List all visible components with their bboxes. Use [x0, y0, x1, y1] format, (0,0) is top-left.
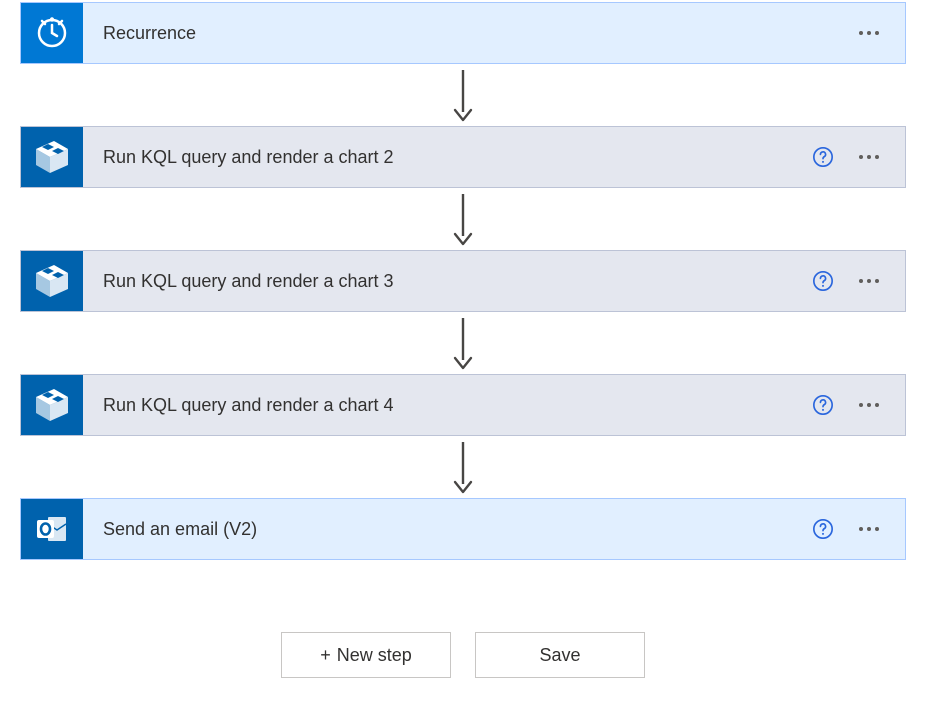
step-label: Run KQL query and render a chart 2 — [83, 147, 811, 168]
ellipsis-icon[interactable] — [855, 151, 883, 163]
help-icon[interactable] — [811, 517, 835, 541]
flow-arrow-icon — [451, 64, 475, 126]
outlook-icon — [21, 499, 83, 559]
step-actions — [811, 517, 905, 541]
step-label: Recurrence — [83, 23, 855, 44]
monitor-icon — [21, 127, 83, 187]
monitor-icon — [21, 375, 83, 435]
step-actions — [811, 393, 905, 417]
ellipsis-icon[interactable] — [855, 275, 883, 287]
step-actions — [811, 269, 905, 293]
step-actions — [855, 27, 905, 39]
footer-buttons: + New step Save — [2, 632, 924, 678]
save-button[interactable]: Save — [475, 632, 645, 678]
step-recurrence[interactable]: Recurrence — [20, 2, 906, 64]
ellipsis-icon[interactable] — [855, 399, 883, 411]
monitor-icon — [21, 251, 83, 311]
help-icon[interactable] — [811, 393, 835, 417]
step-actions — [811, 145, 905, 169]
step-label: Run KQL query and render a chart 4 — [83, 395, 811, 416]
workflow-designer: Recurrence Run KQL query and render a ch… — [2, 2, 924, 560]
clock-icon — [21, 3, 83, 63]
save-label: Save — [539, 645, 580, 666]
help-icon[interactable] — [811, 145, 835, 169]
new-step-button[interactable]: + New step — [281, 632, 451, 678]
help-icon[interactable] — [811, 269, 835, 293]
ellipsis-icon[interactable] — [855, 523, 883, 535]
step-kql-3[interactable]: Run KQL query and render a chart 3 — [20, 250, 906, 312]
ellipsis-icon[interactable] — [855, 27, 883, 39]
step-label: Send an email (V2) — [83, 519, 811, 540]
plus-icon: + — [320, 645, 331, 666]
step-send-email[interactable]: Send an email (V2) — [20, 498, 906, 560]
step-label: Run KQL query and render a chart 3 — [83, 271, 811, 292]
step-kql-4[interactable]: Run KQL query and render a chart 4 — [20, 374, 906, 436]
flow-arrow-icon — [451, 188, 475, 250]
step-kql-2[interactable]: Run KQL query and render a chart 2 — [20, 126, 906, 188]
new-step-label: New step — [337, 645, 412, 666]
flow-arrow-icon — [451, 312, 475, 374]
flow-arrow-icon — [451, 436, 475, 498]
